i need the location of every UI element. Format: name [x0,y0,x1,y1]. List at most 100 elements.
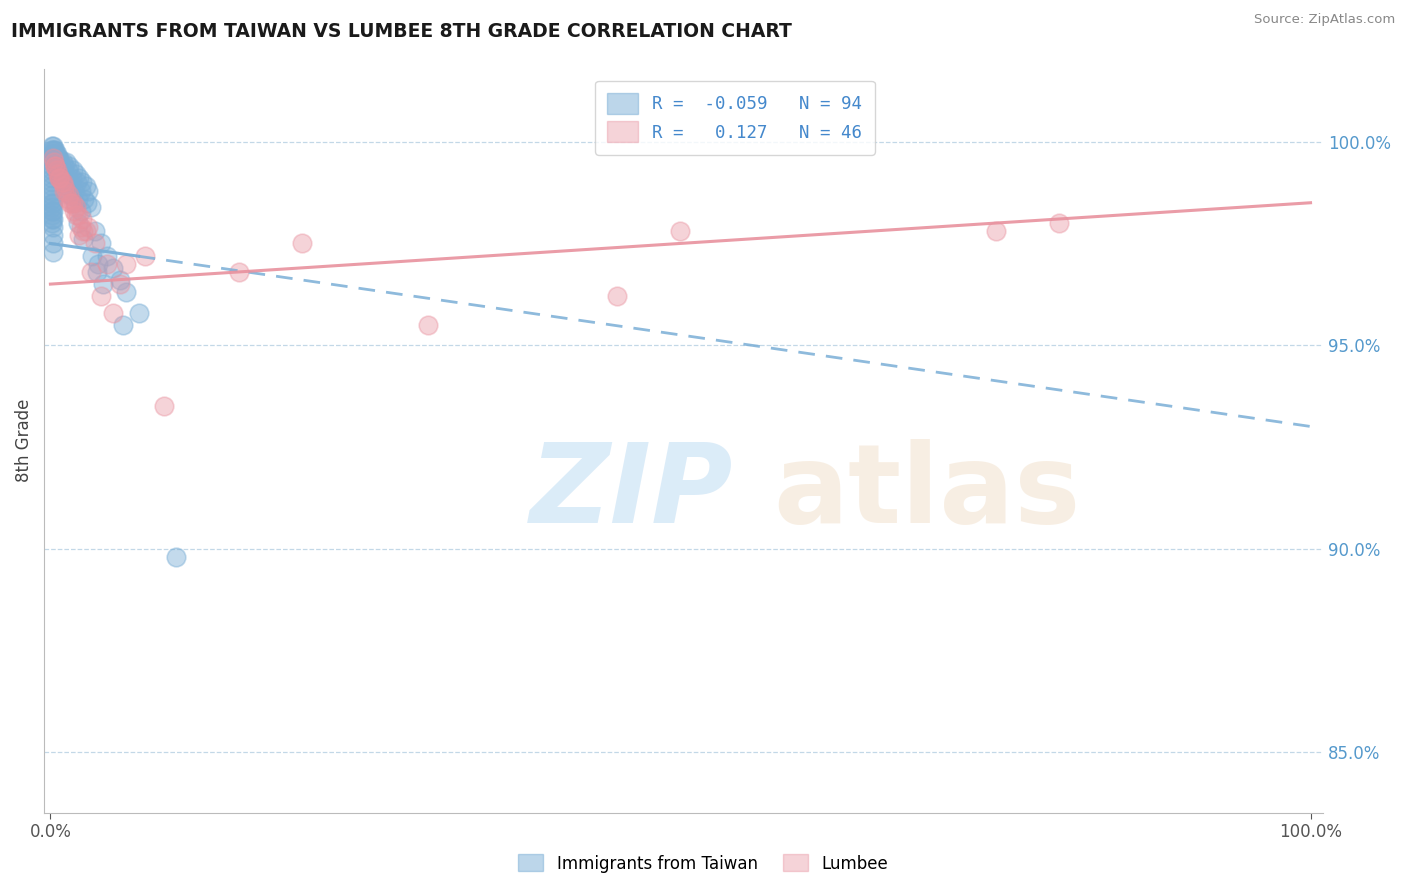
Point [41,151,63,165]
Point [44,143,66,157]
Point [41,167,63,181]
Point [103,260,125,275]
Legend: R =  -0.059   N = 94, R =   0.127   N = 46: R = -0.059 N = 94, R = 0.127 N = 46 [595,81,875,154]
Point [49,163,72,178]
Point [228,265,250,279]
Point [45,147,67,161]
Point [41,200,63,214]
Point [53,179,76,194]
Point [72,224,94,238]
Point [63,195,86,210]
Point [418,318,440,332]
Point [65,208,87,222]
Point [76,195,98,210]
Point [41,138,63,153]
Point [45,163,67,178]
Point [59,187,82,202]
Point [984,224,1007,238]
Point [51,167,73,181]
Point [90,236,112,251]
Point [41,216,63,230]
Point [53,171,76,186]
Point [86,265,108,279]
Point [77,220,100,235]
Point [66,176,89,190]
Point [42,236,65,251]
Point [58,159,80,173]
Point [41,159,63,173]
Point [56,176,79,190]
Point [62,195,84,210]
Point [165,549,187,564]
Point [49,155,72,169]
Point [48,159,70,173]
Point [60,187,83,202]
Point [128,305,150,319]
Point [46,155,69,169]
Text: atlas: atlas [773,440,1081,546]
Point [108,277,131,292]
Point [42,244,65,259]
Point [48,151,70,165]
Point [80,265,103,279]
Y-axis label: 8th Grade: 8th Grade [15,399,32,483]
Point [96,249,118,263]
Point [108,273,131,287]
Point [52,176,75,190]
Point [41,147,63,161]
Point [41,203,63,218]
Point [62,163,84,178]
Point [70,203,93,218]
Point [44,143,66,157]
Point [41,155,63,169]
Point [72,232,94,246]
Point [56,179,79,194]
Point [53,159,76,173]
Legend: Immigrants from Taiwan, Lumbee: Immigrants from Taiwan, Lumbee [512,847,894,880]
Point [42,151,65,165]
Point [46,151,69,165]
Point [56,192,79,206]
Point [55,184,77,198]
Point [83,224,105,238]
Point [44,155,66,169]
Point [44,159,66,173]
Point [49,159,72,173]
Point [606,289,628,303]
Point [90,289,112,303]
Point [52,155,75,169]
Point [80,200,103,214]
Point [41,187,63,202]
Point [96,257,118,271]
Point [41,143,63,157]
Point [42,203,65,218]
Point [134,249,156,263]
Point [56,163,79,178]
Point [41,208,63,222]
Point [70,212,93,227]
Point [55,155,77,169]
Point [115,257,138,271]
Point [48,159,70,173]
Point [87,257,110,271]
Point [103,305,125,319]
Point [49,167,72,181]
Point [70,176,93,190]
Point [65,167,87,181]
Point [91,277,114,292]
Point [73,192,96,206]
Point [69,184,91,198]
Text: Source: ZipAtlas.com: Source: ZipAtlas.com [1254,13,1395,27]
Text: ZIP: ZIP [530,440,734,546]
Point [49,171,72,186]
Point [42,195,65,210]
Point [44,159,66,173]
Point [52,171,75,186]
Point [75,224,97,238]
Point [77,184,100,198]
Point [75,179,97,194]
Text: IMMIGRANTS FROM TAIWAN VS LUMBEE 8TH GRADE CORRELATION CHART: IMMIGRANTS FROM TAIWAN VS LUMBEE 8TH GRA… [11,22,792,41]
Point [42,212,65,227]
Point [42,220,65,235]
Point [59,195,82,210]
